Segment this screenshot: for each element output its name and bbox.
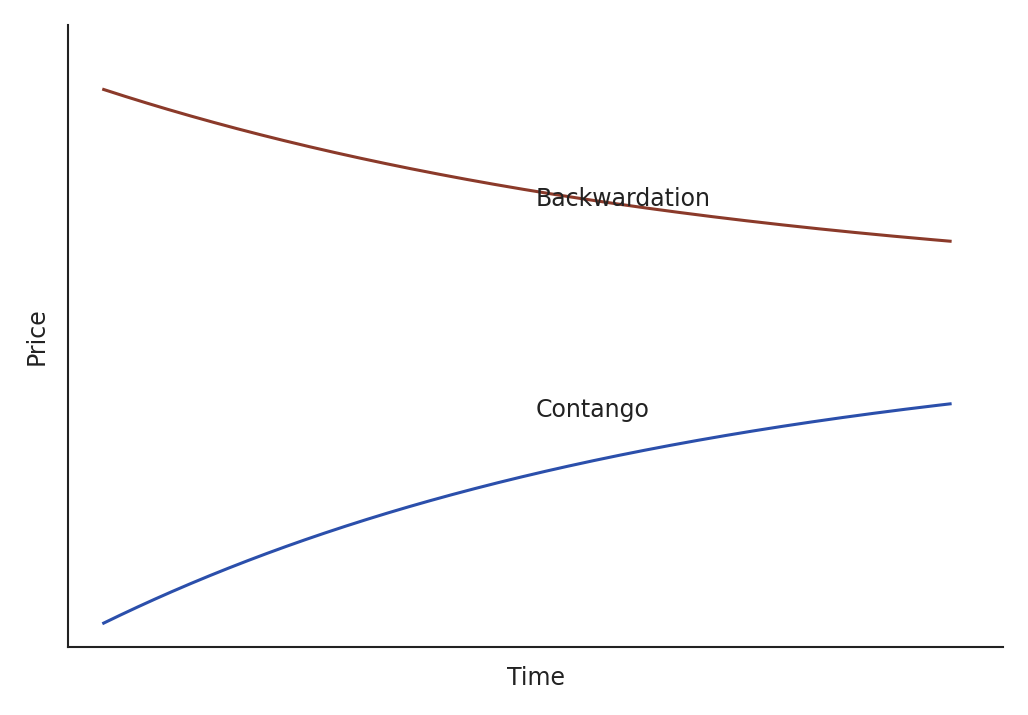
Text: Backwardation: Backwardation [536, 187, 710, 211]
Y-axis label: Price: Price [25, 307, 49, 365]
Text: Contango: Contango [536, 398, 650, 423]
X-axis label: Time: Time [507, 666, 564, 690]
